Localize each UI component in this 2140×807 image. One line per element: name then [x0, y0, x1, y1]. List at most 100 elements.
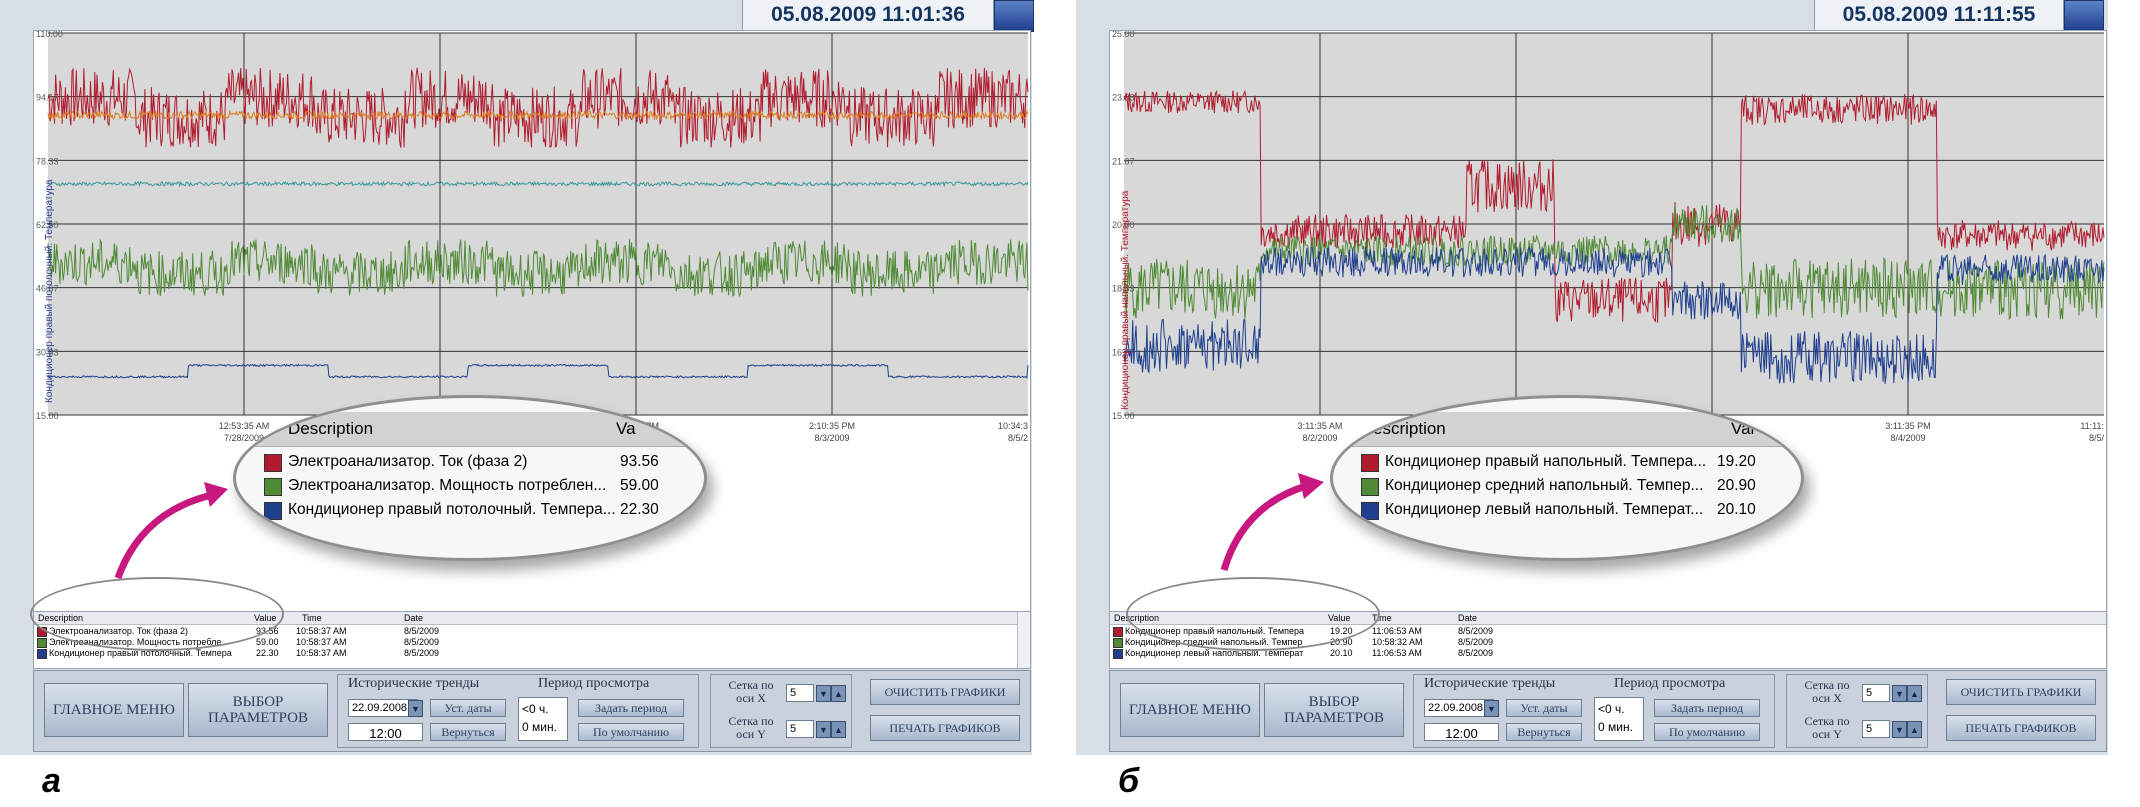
x-tick-time: 10:34:3: [998, 421, 1028, 431]
select-params-button[interactable]: ВЫБОР ПАРАМЕТРОВ: [188, 683, 328, 737]
set-date-button[interactable]: Уст. даты: [1506, 699, 1582, 717]
legend-zoom-callout: escription Val Кондиционер правый наполь…: [1330, 395, 1804, 561]
chevron-down-icon[interactable]: ▼: [1892, 685, 1907, 702]
callout-description: Кондиционер левый напольный. Температ...: [1385, 501, 1704, 518]
legend-value: 59.00: [256, 637, 279, 647]
callout-swatch: [264, 454, 282, 472]
callout-swatch: [1361, 502, 1379, 520]
chevron-down-icon[interactable]: ▼: [408, 700, 423, 717]
legend-scrollbar[interactable]: [1017, 612, 1030, 668]
time-input[interactable]: 12:00: [348, 723, 423, 741]
historical-trends-label: Исторические тренды: [348, 676, 480, 691]
time-input[interactable]: 12:00: [1424, 723, 1499, 741]
default-button[interactable]: По умолчанию: [578, 723, 684, 741]
y-tick-label: 25.00: [1112, 31, 1135, 39]
header-time: Time: [302, 613, 322, 623]
set-period-button[interactable]: Задать период: [578, 699, 684, 717]
set-date-button[interactable]: Уст. даты: [430, 699, 506, 717]
datetime-display: 05.08.2009 11:11:55: [1814, 0, 2064, 31]
legend-time: 10:58:37 AM: [296, 626, 347, 636]
callout-description: Электроанализатор. Ток (фаза 2): [288, 453, 528, 470]
callout-swatch: [1361, 478, 1379, 496]
period-minutes: 0 мин.: [522, 720, 557, 734]
x-tick-time: 2:10:35 PM: [809, 421, 855, 431]
legend-swatch: [1113, 638, 1123, 648]
y-axis-label: Кондиционер правый потолочный. Температу…: [44, 179, 55, 403]
grid-x-select[interactable]: 5: [1862, 684, 1890, 702]
set-period-button[interactable]: Задать период: [1654, 699, 1760, 717]
go-back-button[interactable]: Вернуться: [430, 723, 506, 741]
go-back-button[interactable]: Вернуться: [1506, 723, 1582, 741]
grid-y-select[interactable]: 5: [786, 720, 814, 738]
series-middle-floor: [1123, 205, 2105, 321]
header-date: Date: [1458, 613, 1478, 623]
series-teal: [47, 180, 1029, 188]
legend-swatch: [37, 638, 47, 648]
y-tick-label: 46.67: [36, 284, 59, 294]
trend-chart-svg: 110.0094.1778.3362.5046.6730.8315.0012:5…: [36, 31, 1029, 443]
x-tick-date: 8/5/: [2089, 433, 2105, 443]
y-tick-label: 94.17: [36, 93, 59, 103]
chevron-up-icon[interactable]: ▲: [1907, 721, 1922, 738]
callout-description: Кондиционер правый потолочный. Темпера..…: [288, 501, 616, 518]
callout-swatch: [264, 478, 282, 496]
x-tick-date: 8/5/2: [1008, 433, 1028, 443]
y-tick-label: 15.00: [1112, 411, 1135, 421]
legend-value: 22.30: [256, 648, 279, 658]
chevron-up-icon[interactable]: ▲: [831, 685, 846, 702]
legend-description: Кондиционер левый напольный. Температ: [1125, 648, 1304, 658]
header-date: Date: [404, 613, 424, 623]
print-charts-button[interactable]: ПЕЧАТЬ ГРАФИКОВ: [1946, 715, 2096, 741]
panel-a: 05.08.2009 11:01:36 110.00 94.17 78.33 62.5…: [0, 0, 1034, 755]
panel-b: 05.08.2009 11:11:55 25.00 23.33 21.67 20.00…: [1076, 0, 2108, 755]
callout-header-description: Description: [288, 419, 374, 438]
date-picker[interactable]: 22.09.2008: [1424, 699, 1494, 717]
chevron-up-icon[interactable]: ▲: [831, 721, 846, 738]
highlight-oval: [1126, 577, 1380, 651]
header-time: Time: [1372, 613, 1392, 623]
callout-header: Description Va: [236, 412, 704, 447]
chevron-down-icon[interactable]: ▼: [1892, 721, 1907, 738]
legend-time: 11:06:53 AM: [1372, 626, 1422, 636]
callout-swatch: [264, 502, 282, 520]
chevron-down-icon[interactable]: ▼: [816, 685, 831, 702]
clear-charts-button[interactable]: ОЧИСТИТЬ ГРАФИКИ: [870, 679, 1020, 705]
app-logo-icon: [994, 0, 1034, 32]
y-tick-label: 23.33: [1112, 93, 1135, 103]
clear-charts-button[interactable]: ОЧИСТИТЬ ГРАФИКИ: [1946, 679, 2096, 705]
control-bar-b: ГЛАВНОЕ МЕНЮ ВЫБОР ПАРАМЕТРОВ Историческ…: [1109, 670, 2107, 752]
legend-value: 20.90: [1330, 637, 1353, 647]
select-params-button[interactable]: ВЫБОР ПАРАМЕТРОВ: [1264, 683, 1404, 737]
series-current-phase2: [47, 67, 1029, 148]
chevron-up-icon[interactable]: ▲: [1907, 685, 1922, 702]
highlight-oval: [30, 577, 284, 651]
y-tick-label: 20.00: [1112, 220, 1135, 230]
legend-swatch: [37, 649, 47, 659]
grid-y-label: Сетка по оси Y: [728, 714, 774, 741]
date-picker[interactable]: 22.09.2008: [348, 699, 418, 717]
y-axis-label: Кондиционер правый напольный. Температур…: [1120, 190, 1131, 410]
grid-x-select[interactable]: 5: [786, 684, 814, 702]
x-tick-time: 3:11:35 PM: [1885, 421, 1930, 431]
default-button[interactable]: По умолчанию: [1654, 723, 1760, 741]
y-tick-label: 18.33: [1112, 284, 1135, 294]
print-charts-button[interactable]: ПЕЧАТЬ ГРАФИКОВ: [870, 715, 1020, 741]
chevron-down-icon[interactable]: ▼: [1484, 700, 1499, 717]
legend-swatch: [1113, 627, 1123, 637]
callout-value: 59.00: [620, 477, 659, 494]
main-menu-button[interactable]: ГЛАВНОЕ МЕНЮ: [1120, 683, 1260, 737]
caption-b: б: [1118, 762, 1140, 800]
legend-zoom-callout: Description Va Электроанализатор. Ток (ф…: [233, 395, 707, 561]
legend-date: 8/5/2009: [404, 648, 440, 658]
series-left-floor: [1123, 245, 2105, 385]
callout-value: 20.90: [1717, 477, 1756, 494]
main-menu-button[interactable]: ГЛАВНОЕ МЕНЮ: [44, 683, 184, 737]
callout-description: Электроанализатор. Мощность потреблен...: [288, 477, 607, 494]
y-tick-label: 30.83: [36, 347, 59, 357]
chevron-down-icon[interactable]: ▼: [816, 721, 831, 738]
y-tick-label: 15.00: [36, 411, 59, 421]
x-tick-time: 3:11:35 AM: [1298, 421, 1343, 431]
callout-header-description: escription: [1373, 419, 1446, 438]
legend-date: 8/5/2009: [1458, 648, 1494, 658]
grid-y-select[interactable]: 5: [1862, 720, 1890, 738]
